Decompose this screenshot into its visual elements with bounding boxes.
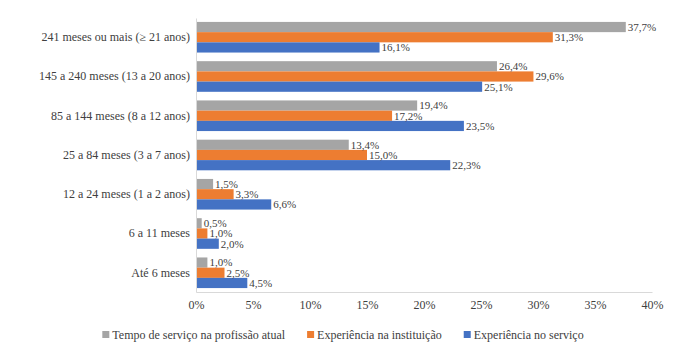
tick-label: 10%	[300, 298, 322, 312]
bar	[196, 228, 207, 238]
data-label: 3,3%	[236, 188, 259, 200]
bar	[196, 42, 380, 52]
tick: 25 a 84 meses (3 a 7 anos)	[63, 148, 196, 162]
tick-label: 30%	[528, 298, 550, 312]
data-label: 31,3%	[555, 31, 583, 43]
tick-label: 25%	[471, 298, 493, 312]
data-label: 2,0%	[221, 238, 244, 250]
data-label: 15,0%	[369, 149, 397, 161]
tick: 85 a 144 meses (8 a 12 anos)	[51, 109, 196, 123]
bar	[196, 71, 533, 81]
legend-label: Tempo de serviço na profissão atual	[112, 328, 285, 342]
data-label: 29,6%	[535, 70, 563, 82]
x-axis: 0% 5% 10% 15% 20% 25% 30% 35% 40%	[189, 292, 664, 312]
legend-swatch	[307, 331, 314, 338]
data-labels: 37,7%26,4%19,4%13,4%1,5%0,5%1,0%31,3%29,…	[204, 21, 657, 289]
bar	[196, 111, 392, 121]
legend-item: Experiência no serviço	[464, 328, 584, 342]
tick: 15%	[357, 292, 379, 312]
legend: Tempo de serviço na profissão atual Exper…	[102, 328, 583, 342]
legend-swatch	[464, 331, 471, 338]
data-label: 4,5%	[249, 277, 272, 289]
tick-label: 25 a 84 meses (3 a 7 anos)	[63, 148, 190, 162]
bar-series	[196, 22, 626, 268]
axis-line	[197, 292, 653, 293]
data-label: 16,1%	[382, 41, 410, 53]
tick: 10%	[300, 292, 322, 312]
bar	[196, 268, 225, 278]
tick-label: 0%	[189, 298, 205, 312]
bar	[196, 121, 464, 131]
tick-label: 35%	[585, 298, 607, 312]
tick: 241 meses ou mais (≥ 21 anos)	[41, 30, 196, 44]
bar	[196, 278, 247, 288]
bar	[196, 179, 213, 189]
tick: 145 a 240 meses (13 a 20 anos)	[39, 69, 196, 83]
bar	[196, 61, 497, 71]
bar	[196, 239, 219, 249]
bar	[196, 189, 234, 199]
data-label: 23,5%	[466, 120, 494, 132]
tick-label: 145 a 240 meses (13 a 20 anos)	[39, 69, 190, 83]
tick: Até 6 meses	[131, 266, 196, 280]
bar-series	[196, 32, 553, 278]
bar	[196, 257, 207, 267]
data-label: 1,5%	[215, 178, 238, 190]
tick-label: Até 6 meses	[131, 266, 190, 280]
legend-swatch	[102, 331, 109, 338]
tick-label: 5%	[246, 298, 262, 312]
tick-label: 241 meses ou mais (≥ 21 anos)	[41, 30, 190, 44]
tick: 6 a 11 meses	[129, 226, 196, 240]
bar	[196, 32, 553, 42]
tick-label: 15%	[357, 298, 379, 312]
bar	[196, 100, 417, 110]
tick-label: 40%	[642, 298, 664, 312]
bars	[196, 22, 626, 288]
tick-label: 12 a 24 meses (1 a 2 anos)	[63, 187, 190, 201]
tick: 0%	[189, 292, 205, 312]
bar	[196, 199, 271, 209]
bar	[196, 150, 367, 160]
bar	[196, 82, 482, 92]
axis-line	[196, 19, 197, 293]
data-label: 6,6%	[273, 198, 296, 210]
data-label: 25,1%	[484, 81, 512, 93]
data-label: 37,7%	[628, 21, 656, 33]
bar	[196, 140, 349, 150]
tick: 40%	[642, 292, 664, 312]
legend-label: Experiência no serviço	[474, 328, 584, 342]
bar-series	[196, 42, 482, 288]
data-label: 17,2%	[394, 110, 422, 122]
tick: 12 a 24 meses (1 a 2 anos)	[63, 187, 196, 201]
data-label: 26,4%	[499, 60, 527, 72]
tick: 35%	[585, 292, 607, 312]
chart: 37,7%26,4%19,4%13,4%1,5%0,5%1,0%31,3%29,…	[0, 0, 686, 355]
tick: 30%	[528, 292, 550, 312]
tick-label: 6 a 11 meses	[129, 226, 191, 240]
tick: 5%	[246, 292, 262, 312]
legend-label: Experiência na instituição	[317, 328, 442, 342]
data-label: 19,4%	[419, 99, 447, 111]
tick-label: 20%	[414, 298, 436, 312]
tick: 20%	[414, 292, 436, 312]
data-label: 22,3%	[452, 159, 480, 171]
tick-label: 85 a 144 meses (8 a 12 anos)	[51, 109, 190, 123]
legend-item: Tempo de serviço na profissão atual	[102, 328, 285, 342]
bar	[196, 160, 450, 170]
data-label: 2,5%	[227, 267, 250, 279]
legend-item: Experiência na instituição	[307, 328, 442, 342]
tick: 25%	[471, 292, 493, 312]
y-axis: 241 meses ou mais (≥ 21 anos) 145 a 240 m…	[39, 19, 196, 293]
